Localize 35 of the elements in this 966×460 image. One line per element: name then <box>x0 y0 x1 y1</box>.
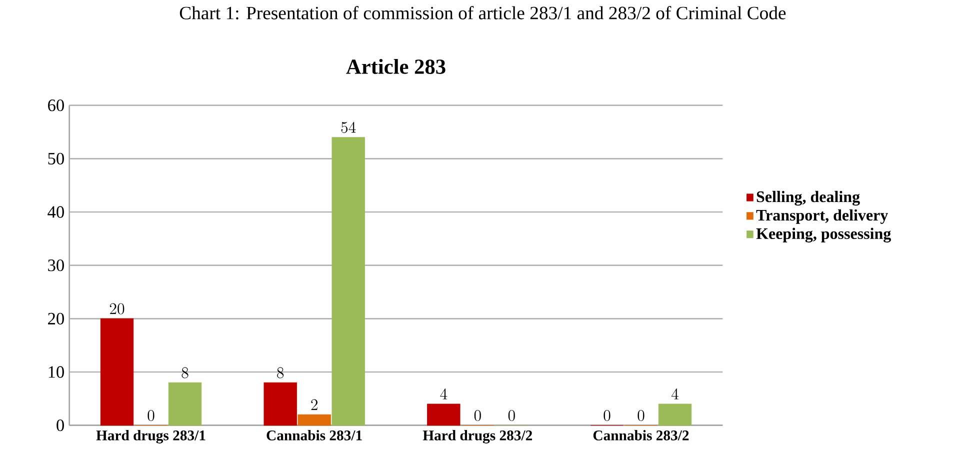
bar <box>298 414 331 426</box>
y-tick-label: 50 <box>48 152 64 165</box>
data-label: 0 <box>474 410 481 421</box>
x-tick-label: Hard drugs 283/2 <box>422 430 532 444</box>
data-label: 0 <box>638 410 644 421</box>
y-tick-label: 20 <box>48 312 64 325</box>
bar <box>332 137 365 426</box>
data-label: 54 <box>341 122 356 133</box>
y-tick-label: 30 <box>48 259 64 272</box>
x-tick-label: Cannabis 283/2 <box>593 430 689 440</box>
y-tick-label: 10 <box>48 366 64 378</box>
chart-subtitle: Article 283 <box>346 58 446 74</box>
y-tick-label: 0 <box>56 419 64 432</box>
data-label: 4 <box>672 388 678 400</box>
data-label: 0 <box>508 410 515 421</box>
legend-label: Keeping, possessing <box>756 228 891 242</box>
legend-label: Transport, delivery <box>756 209 888 224</box>
bar <box>658 404 692 426</box>
bar <box>264 382 297 426</box>
data-label: 4 <box>440 388 448 400</box>
bar <box>168 382 202 426</box>
data-label: 8 <box>277 367 284 378</box>
data-label: 2 <box>311 399 318 410</box>
chart-title: Chart 1: Presentation of commission of article 283/1 and 283/2 of Criminal Code <box>180 6 786 20</box>
x-tick-label: Hard drugs 283/1 <box>96 430 206 444</box>
x-tick-label: Cannabis 283/1 <box>266 430 362 440</box>
data-label: 0 <box>148 410 154 421</box>
data-label: 8 <box>182 367 188 378</box>
legend-label: Selling, dealing <box>756 190 860 206</box>
bar <box>427 404 460 426</box>
data-label: 0 <box>604 410 610 421</box>
y-tick-label: 60 <box>48 99 64 112</box>
y-tick-label: 40 <box>48 206 64 218</box>
data-label: 20 <box>110 303 124 314</box>
bar <box>100 318 134 426</box>
